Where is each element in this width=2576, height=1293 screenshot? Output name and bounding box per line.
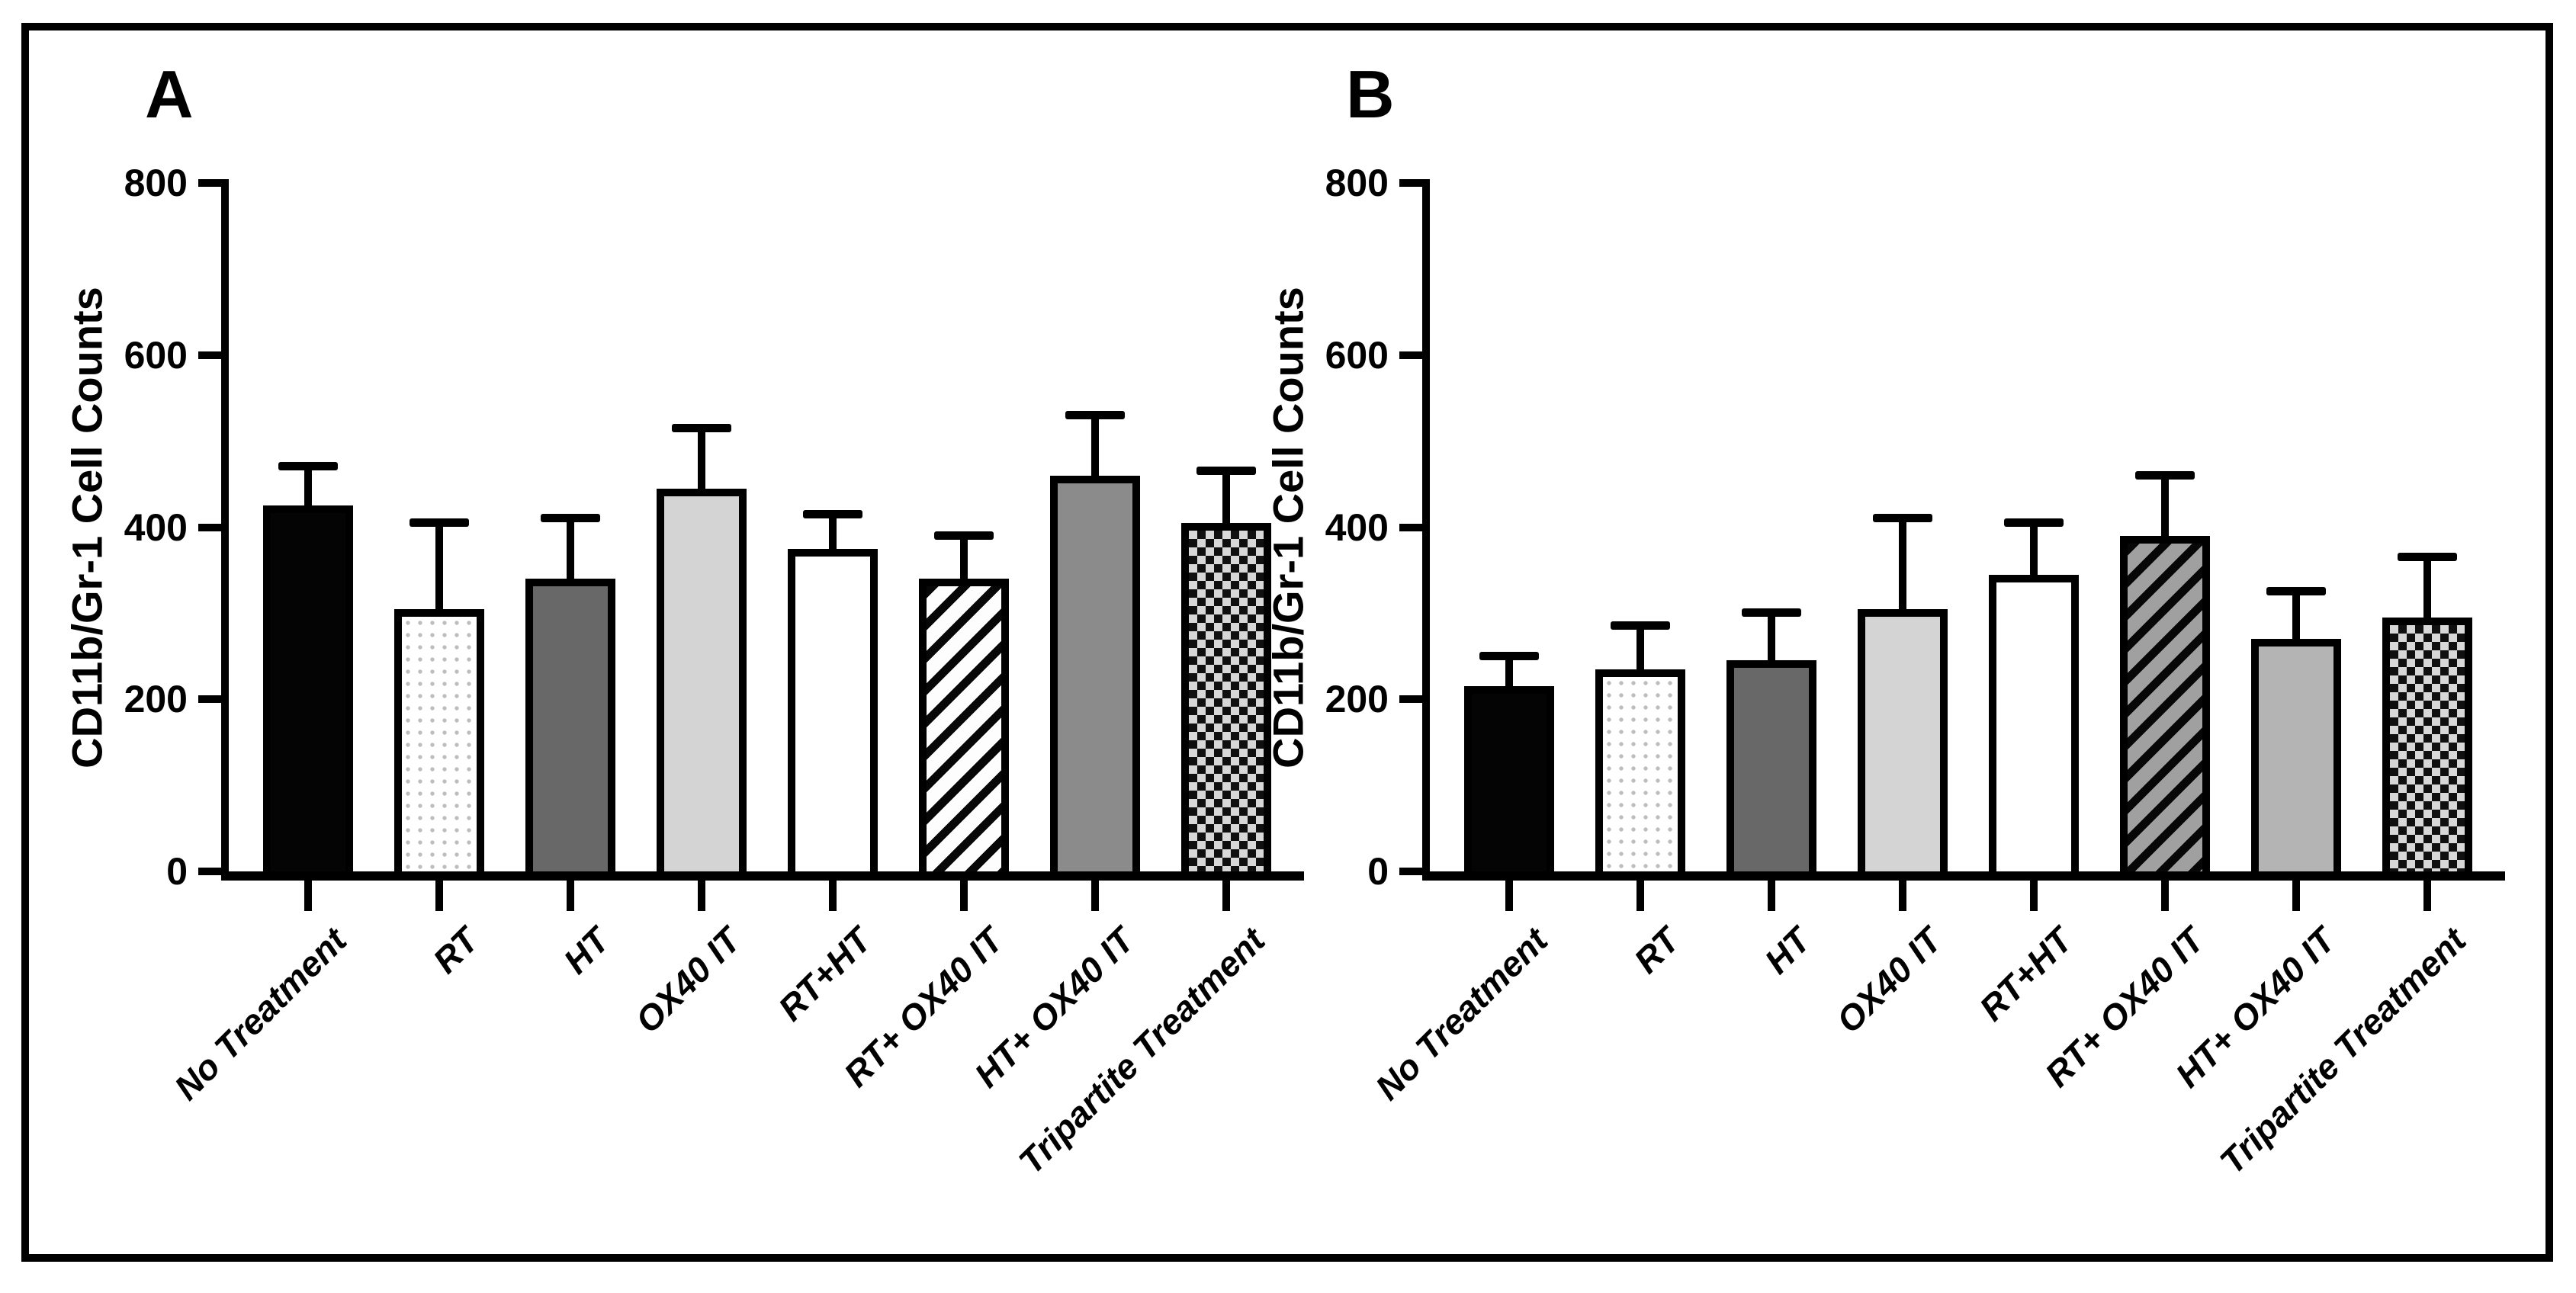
error-bar-cap	[2266, 587, 2326, 596]
category-label: OX40 IT	[1828, 919, 1949, 1041]
panel-letter: A	[145, 56, 194, 132]
error-bar-cap	[1196, 467, 1256, 476]
bar	[1989, 574, 2079, 879]
error-bar-stem	[829, 514, 837, 553]
error-bar-stem	[2423, 557, 2431, 622]
error-bar-cap	[410, 518, 469, 527]
error-bar-stem	[1222, 471, 1230, 528]
bar	[788, 548, 878, 879]
x-tick	[567, 881, 574, 911]
category-label: Tripartite Treatment	[2211, 919, 2474, 1182]
y-tick-label: 0	[1367, 850, 1389, 893]
bar	[2382, 618, 2472, 879]
bar	[1858, 608, 1948, 879]
error-bar-stem	[2161, 475, 2169, 541]
x-tick	[1091, 881, 1099, 911]
error-bar-cap	[541, 514, 600, 523]
bar	[2120, 535, 2210, 879]
error-bar-cap	[2398, 553, 2457, 561]
bar	[525, 579, 615, 879]
bar	[919, 579, 1009, 879]
category-label: HT	[1756, 919, 1818, 982]
bar	[1050, 475, 1140, 879]
x-axis-line	[221, 871, 1304, 881]
x-tick	[1636, 881, 1644, 911]
error-bar-cap	[2004, 518, 2064, 527]
bar	[1726, 660, 1816, 879]
bar	[263, 505, 353, 879]
x-tick	[2030, 881, 2038, 911]
category-label: RT	[1626, 919, 1687, 981]
x-tick	[2292, 881, 2300, 911]
x-tick	[435, 881, 443, 911]
error-bar-cap	[1611, 621, 1670, 630]
error-bar-stem	[1636, 626, 1644, 674]
category-label: No Treatment	[1367, 919, 1556, 1108]
x-tick	[1899, 881, 1906, 911]
y-tick	[198, 695, 221, 704]
bar	[1181, 522, 1271, 879]
y-tick	[198, 179, 221, 187]
error-bar-stem	[304, 467, 312, 511]
error-bar-stem	[1768, 613, 1775, 666]
y-tick-label: 600	[124, 333, 188, 377]
error-bar-cap	[672, 423, 731, 432]
y-tick	[1399, 179, 1422, 187]
y-tick-label: 400	[124, 505, 188, 549]
category-label: RT+HT	[1971, 919, 2080, 1028]
y-tick-label: 600	[1325, 333, 1389, 377]
y-tick	[1399, 868, 1422, 875]
error-bar-cap	[1065, 410, 1125, 419]
error-bar-cap	[934, 531, 994, 540]
error-bar-cap	[278, 462, 338, 471]
error-bar-stem	[960, 535, 968, 584]
error-bar-stem	[1899, 518, 1906, 614]
error-bar-stem	[1091, 415, 1099, 480]
x-tick	[2423, 881, 2431, 911]
x-tick	[304, 881, 312, 911]
error-bar-stem	[1505, 656, 1513, 691]
error-bar-stem	[567, 518, 574, 584]
y-tick-label: 800	[1325, 162, 1389, 204]
error-bar-stem	[2030, 522, 2038, 579]
error-bar-cap	[1742, 608, 1801, 618]
error-bar-stem	[698, 428, 705, 493]
bar	[1464, 686, 1554, 879]
bar	[394, 608, 484, 879]
y-tick-label: 0	[166, 850, 188, 893]
x-tick	[829, 881, 837, 911]
error-bar-cap	[1479, 651, 1539, 660]
x-tick	[1768, 881, 1775, 911]
x-tick	[1222, 881, 1230, 911]
panel-letter: B	[1346, 56, 1395, 132]
y-tick-label: 200	[124, 678, 188, 721]
error-bar-stem	[2292, 592, 2300, 644]
error-bar-cap	[2135, 470, 2195, 480]
y-tick-label: 400	[1325, 505, 1389, 549]
bar	[657, 488, 747, 879]
y-axis-line	[221, 179, 229, 881]
y-tick	[198, 868, 221, 875]
y-axis-line	[1422, 179, 1430, 881]
y-tick	[198, 351, 221, 359]
x-tick	[698, 881, 705, 911]
y-tick-label: 800	[124, 162, 188, 204]
x-tick	[1505, 881, 1513, 911]
bar	[1595, 669, 1685, 879]
y-tick	[1399, 695, 1422, 704]
error-bar-cap	[803, 509, 862, 518]
error-bar-stem	[435, 522, 443, 614]
x-tick	[2161, 881, 2169, 911]
y-tick	[198, 523, 221, 531]
x-axis-line	[1422, 871, 2505, 881]
y-tick-label: 200	[1325, 678, 1389, 721]
bar	[2251, 639, 2341, 879]
x-tick	[960, 881, 968, 911]
error-bar-cap	[1873, 514, 1932, 523]
y-tick	[1399, 523, 1422, 531]
y-tick	[1399, 351, 1422, 359]
